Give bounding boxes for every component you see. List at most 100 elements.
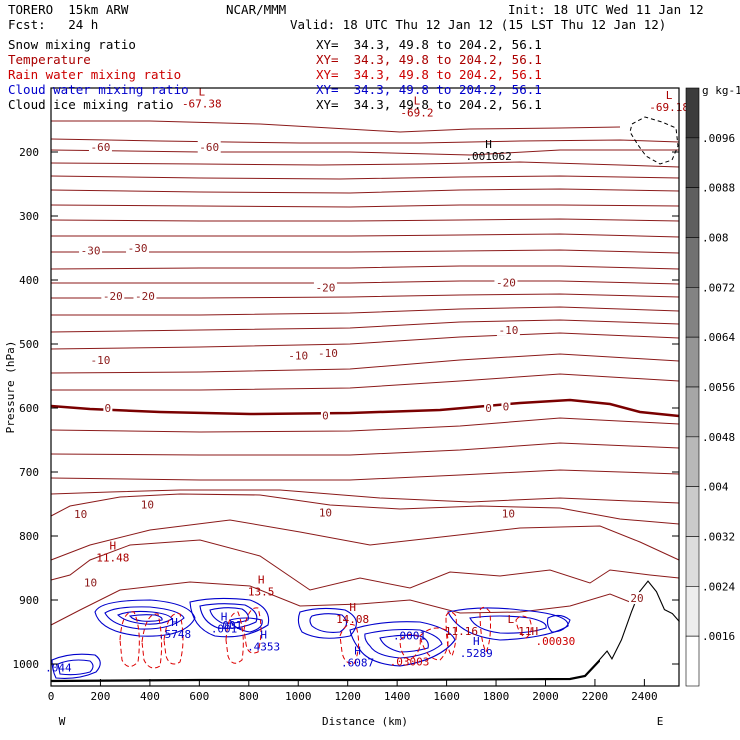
plot-frame xyxy=(50,87,680,687)
field-snow-label: Snow mixing ratio xyxy=(8,37,136,52)
isotherm-line xyxy=(50,149,679,156)
cloud-water-contour xyxy=(469,615,547,634)
field-cloud-water-xy: XY= 34.3, 49.8 to 204.2, 56.1 xyxy=(316,82,542,97)
mixing-ratio-label: .0001 xyxy=(393,630,426,643)
isotherm-line xyxy=(50,218,680,222)
colorbar-tick-label: .0016 xyxy=(702,630,735,643)
isotherm-line xyxy=(51,249,680,254)
isotherm-line xyxy=(50,204,680,208)
cloud-water-contour xyxy=(546,614,571,633)
isotherm-line xyxy=(50,417,680,433)
contour-label: -30 xyxy=(81,245,101,258)
contour-label-bg xyxy=(286,349,310,362)
contour-label-bg xyxy=(197,140,221,153)
x-tick-label: 2000 xyxy=(532,690,559,703)
y-tick-label: 300 xyxy=(19,210,39,223)
cloud-ice-contour xyxy=(629,116,679,165)
cloud-water-contour xyxy=(379,634,429,653)
isotherm-line xyxy=(51,233,680,238)
contour-label-bg xyxy=(88,140,112,153)
isotherm-line xyxy=(51,306,680,316)
extremum-marker: H xyxy=(485,138,492,151)
colorbar-tick-label: .0096 xyxy=(702,132,735,145)
colorbar-segment xyxy=(685,287,700,338)
colorbar-tick-label: .0072 xyxy=(702,281,735,294)
isotherm-line xyxy=(50,539,680,591)
contour-label: 10 xyxy=(502,508,515,521)
center-title: NCAR/MMM xyxy=(226,2,287,17)
extremum-value: .6087 xyxy=(341,656,374,669)
cloud-water-contour xyxy=(349,621,456,667)
contour-label-bg xyxy=(82,576,99,589)
contour-label: 10 xyxy=(319,506,332,519)
cloud-water-contour xyxy=(447,607,569,641)
extremum-value: 14.08 xyxy=(336,613,369,626)
x-tick-label: 800 xyxy=(239,690,259,703)
isotherm-line xyxy=(50,519,680,561)
terrain-mask xyxy=(600,582,679,686)
cloud-water-contour xyxy=(309,613,348,633)
rain-water-contour xyxy=(225,611,244,664)
x-tick-label: 200 xyxy=(91,690,111,703)
cloud-water-contour xyxy=(117,610,173,625)
y-tick-label: 200 xyxy=(19,146,39,159)
rain-water-contour xyxy=(419,627,449,661)
forecast-hour: Fcst: 24 h xyxy=(8,17,99,32)
extremum-value: -69.2 xyxy=(400,107,433,120)
y-tick-label: 600 xyxy=(19,402,39,415)
colorbar-units: g kg-1 xyxy=(702,84,740,97)
extremum-marker: L xyxy=(666,89,673,102)
cloud-water-contour xyxy=(229,617,263,633)
field-rain-label: Rain water mixing ratio xyxy=(8,67,182,82)
y-tick-label: 700 xyxy=(19,466,39,479)
contour-label-bg xyxy=(501,400,511,413)
cloud-water-contour xyxy=(51,653,101,679)
rain-water-contour xyxy=(515,615,532,639)
isotherm-line xyxy=(50,319,680,333)
contour-label-bg xyxy=(79,244,103,257)
contour-label: -20 xyxy=(316,282,336,295)
extremum-value: .001 xyxy=(211,622,238,635)
contour-label-bg xyxy=(126,242,150,254)
mixing-ratio-label: .001 xyxy=(216,619,243,632)
contour-label: 0 xyxy=(503,401,510,414)
y-tick-label: 500 xyxy=(19,338,39,351)
colorbar-tick-label: .0056 xyxy=(702,381,735,394)
colorbar-segment xyxy=(685,486,700,537)
colorbar-tick-label: .008 xyxy=(702,232,729,245)
contour-label: 10 xyxy=(84,577,97,590)
extremum-marker: H xyxy=(260,628,267,641)
contour-label: -10 xyxy=(498,324,518,337)
y-tick-label: 900 xyxy=(19,594,39,607)
x-tick-label: 2200 xyxy=(582,690,609,703)
contour-label-bg xyxy=(317,506,334,519)
contour-label: -60 xyxy=(199,141,219,154)
contour-label-bg xyxy=(484,402,494,414)
field-temperature-label: Temperature xyxy=(8,52,91,67)
contour-label-bg xyxy=(133,290,157,302)
isotherm-line xyxy=(50,175,680,180)
cloud-water-contour xyxy=(297,607,357,639)
freezing-line xyxy=(50,398,680,418)
contour-label-bg xyxy=(72,508,89,521)
isotherm-line xyxy=(50,265,680,270)
colorbar-segment xyxy=(685,137,700,188)
colorbar-segment xyxy=(685,635,700,687)
y-tick-label: 400 xyxy=(19,274,39,287)
extremum-marker: H xyxy=(221,610,228,623)
cloud-water-contour xyxy=(57,659,94,676)
field-cloud-ice-label: Cloud ice mixing ratio xyxy=(8,97,174,112)
cloud-water-contour xyxy=(364,628,443,659)
rain-water-contour xyxy=(243,607,262,654)
init-time: Init: 18 UTC Wed 11 Jan 12 xyxy=(508,2,704,17)
field-temperature-xy: XY= 34.3, 49.8 to 204.2, 56.1 xyxy=(316,52,542,67)
colorbar-segment xyxy=(685,586,700,637)
contour-label: 20 xyxy=(630,592,643,605)
contour-label: 10 xyxy=(141,499,154,512)
y-tick-label: 800 xyxy=(19,530,39,543)
x-tick-label: 2400 xyxy=(631,690,658,703)
contour-label: -10 xyxy=(91,354,111,367)
mixing-ratio-label: .03003 xyxy=(390,655,430,668)
model-title: TORERO 15km ARW xyxy=(8,2,129,17)
